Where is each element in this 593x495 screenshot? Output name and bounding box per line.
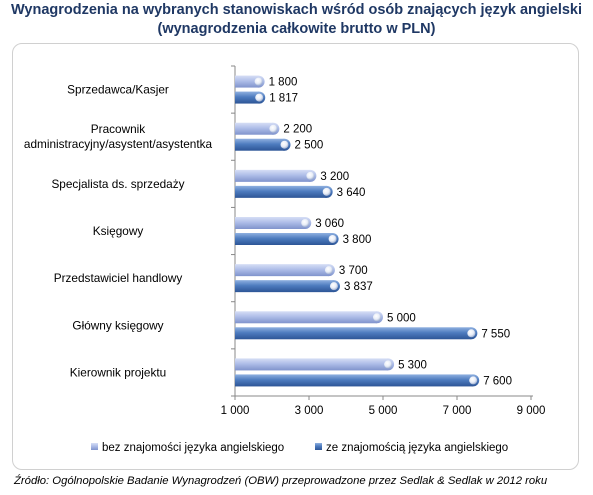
bar: [235, 217, 306, 229]
bar-cap: [467, 329, 476, 338]
chart-area: 1 000 3 000 5 000 7 000 9 000 Sprzedawca/Kasj…: [12, 43, 579, 470]
x-tick-label: 7 000: [443, 405, 472, 417]
legend-swatch: [315, 443, 322, 450]
bar-cap: [324, 266, 333, 275]
bar-cap: [329, 282, 338, 291]
bar: [235, 358, 389, 371]
bar-cap: [254, 77, 263, 86]
bar: [235, 280, 334, 293]
legend-label: bez znajomości języka angielskiego: [102, 442, 284, 454]
bar: [235, 311, 377, 324]
category-label: Główny księgowy: [72, 318, 163, 332]
x-tick-label: 5 000: [369, 405, 398, 417]
data-label: 2 200: [283, 124, 312, 136]
bar: [235, 374, 474, 387]
category-label: Sprzedawca/Kasjer: [67, 83, 169, 97]
bar-cap: [384, 360, 393, 369]
x-tick-label: 9 000: [517, 405, 546, 417]
x-tick-label: 3 000: [295, 405, 324, 417]
data-label: 1 800: [269, 77, 298, 89]
source-note: Źródło: Ogólnopolskie Badanie Wynagrodze…: [14, 475, 548, 487]
chart-subtitle: (wynagrodzenia całkowite brutto w PLN): [157, 21, 436, 37]
data-label: 1 817: [269, 93, 298, 105]
bar: [235, 169, 311, 182]
bar-cap: [469, 376, 478, 385]
data-label: 7 600: [483, 375, 512, 387]
bar-cap: [328, 235, 337, 243]
bar: [235, 138, 285, 151]
category-label: Pracownik: [91, 122, 146, 136]
category-label: Specjalista ds. sprzedaży: [51, 177, 184, 191]
category-label: Przedstawiciel handlowy: [54, 271, 183, 285]
bar-cap: [373, 313, 381, 322]
bar: [235, 122, 274, 135]
data-label: 3 800: [343, 234, 372, 246]
chart-title: Wynagrodzenia na wybranych stanowiskach …: [10, 2, 583, 18]
bar: [235, 264, 329, 277]
bar-cap: [280, 140, 289, 149]
bar-cap: [301, 219, 310, 227]
bar-cap: [322, 187, 331, 196]
data-label: 7 550: [481, 328, 510, 340]
data-label: 3 060: [315, 218, 344, 230]
data-label: 3 700: [339, 265, 368, 277]
data-label: 5 300: [398, 359, 427, 371]
bar-cap: [255, 93, 264, 102]
data-label: 3 837: [344, 281, 373, 293]
data-label: 2 500: [295, 140, 324, 152]
x-tick-label: 1 000: [221, 405, 250, 417]
bar-cap: [306, 171, 315, 180]
bar: [235, 327, 472, 340]
bar-chart: 1 000 3 000 5 000 7 000 9 000 Sprzedawca/Kasj…: [24, 65, 546, 454]
bar-cap: [269, 124, 278, 133]
bar: [235, 233, 333, 245]
legend-label: ze znajomością języka angielskiego: [326, 442, 508, 454]
category-label: Księgowy: [93, 224, 144, 238]
bar: [235, 75, 259, 88]
data-label: 5 000: [387, 312, 416, 324]
category-label: Kierownik projektu: [70, 365, 166, 379]
bar: [235, 185, 327, 198]
category-label: administracyjny/asystent/asystentka: [24, 137, 213, 151]
bar: [235, 91, 260, 104]
data-label: 3 200: [320, 171, 349, 183]
legend-swatch: [91, 443, 98, 450]
data-label: 3 640: [337, 187, 366, 199]
